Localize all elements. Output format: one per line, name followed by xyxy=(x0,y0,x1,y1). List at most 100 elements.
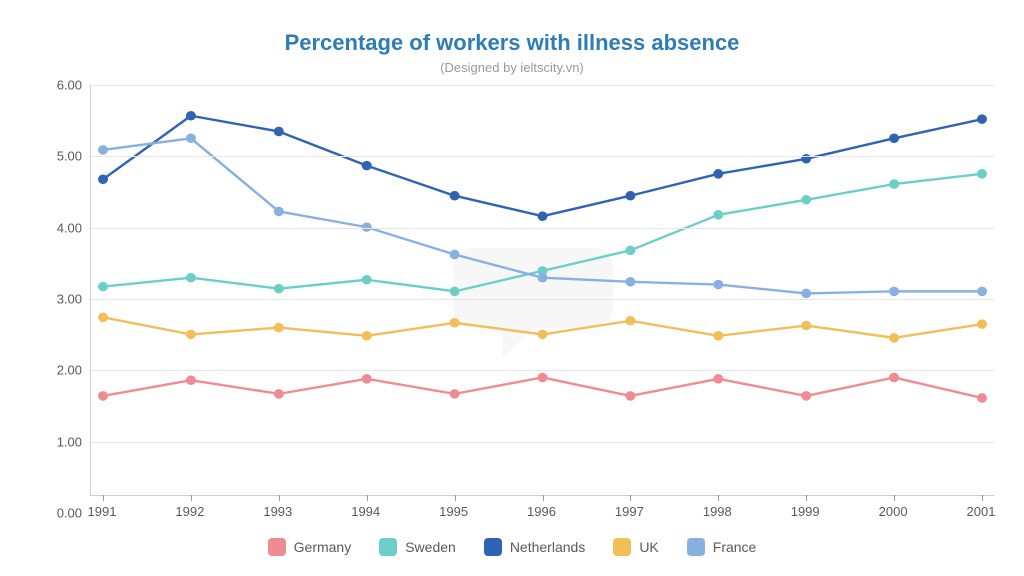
legend-label: Germany xyxy=(294,539,352,555)
series-marker-sweden xyxy=(625,246,635,256)
y-tick-label: 0.00 xyxy=(57,506,82,521)
series-marker-germany xyxy=(450,389,460,399)
series-marker-france xyxy=(713,280,723,290)
series-marker-netherlands xyxy=(98,175,108,185)
series-marker-france xyxy=(186,134,196,144)
y-tick-label: 2.00 xyxy=(57,363,82,378)
series-marker-france xyxy=(801,289,811,299)
series-marker-netherlands xyxy=(977,114,987,124)
legend-label: UK xyxy=(639,539,658,555)
y-tick-label: 4.00 xyxy=(57,220,82,235)
legend-label: Sweden xyxy=(405,539,456,555)
series-marker-netherlands xyxy=(186,111,196,121)
series-marker-uk xyxy=(538,330,548,340)
series-marker-netherlands xyxy=(538,211,548,221)
series-marker-germany xyxy=(538,373,548,383)
series-marker-germany xyxy=(186,375,196,385)
series-marker-germany xyxy=(362,374,372,384)
legend-label: France xyxy=(713,539,757,555)
line-series-svg xyxy=(91,85,994,495)
series-marker-france xyxy=(450,250,460,260)
chart-subtitle: (Designed by ieltscity.vn) xyxy=(30,60,994,75)
chart-title: Percentage of workers with illness absen… xyxy=(30,30,994,56)
legend-swatch xyxy=(379,538,397,556)
series-marker-uk xyxy=(625,316,635,326)
series-marker-germany xyxy=(625,391,635,401)
series-marker-france xyxy=(98,145,108,155)
series-marker-sweden xyxy=(98,282,108,292)
series-marker-france xyxy=(274,207,284,217)
legend-item-uk: UK xyxy=(613,538,658,556)
series-marker-netherlands xyxy=(362,161,372,171)
series-marker-uk xyxy=(98,313,108,323)
series-marker-france xyxy=(538,273,548,283)
legend-swatch xyxy=(484,538,502,556)
series-marker-sweden xyxy=(186,273,196,283)
grid-line xyxy=(91,228,994,229)
series-line-netherlands xyxy=(103,116,982,216)
series-marker-uk xyxy=(186,330,196,340)
legend-label: Netherlands xyxy=(510,539,586,555)
x-tick-label: 1991 xyxy=(88,504,117,519)
series-marker-netherlands xyxy=(274,127,284,137)
series-marker-france xyxy=(889,287,899,297)
x-tick-label: 1994 xyxy=(351,504,380,519)
x-tick-label: 1997 xyxy=(615,504,644,519)
x-tick-label: 1992 xyxy=(175,504,204,519)
series-marker-uk xyxy=(713,331,723,341)
chart-container: Percentage of workers with illness absen… xyxy=(0,0,1024,576)
series-marker-uk xyxy=(362,331,372,341)
y-axis: 0.001.002.003.004.005.006.00 xyxy=(30,85,90,496)
series-marker-germany xyxy=(801,391,811,401)
legend-item-netherlands: Netherlands xyxy=(484,538,586,556)
plot-area xyxy=(90,85,994,496)
x-axis: 1991 1992 1993 1994 1995 1996 1997 1998 1999 2000… xyxy=(90,496,994,524)
y-tick-label: 3.00 xyxy=(57,292,82,307)
series-marker-netherlands xyxy=(625,191,635,201)
series-marker-sweden xyxy=(713,210,723,220)
x-tick-label: 1996 xyxy=(527,504,556,519)
x-tick-label: 1995 xyxy=(439,504,468,519)
series-marker-uk xyxy=(977,319,987,329)
series-marker-sweden xyxy=(362,275,372,285)
legend-item-france: France xyxy=(687,538,757,556)
x-tick-label: 1993 xyxy=(263,504,292,519)
legend-swatch xyxy=(268,538,286,556)
title-block: Percentage of workers with illness absen… xyxy=(30,30,994,75)
legend-swatch xyxy=(687,538,705,556)
grid-line xyxy=(91,299,994,300)
series-marker-germany xyxy=(98,391,108,401)
series-marker-uk xyxy=(889,333,899,343)
grid-line xyxy=(91,442,994,443)
grid-line xyxy=(91,85,994,86)
x-tick-label: 2001 xyxy=(967,504,996,519)
x-tick-label: 2000 xyxy=(879,504,908,519)
series-marker-france xyxy=(625,277,635,287)
y-tick-label: 5.00 xyxy=(57,149,82,164)
series-marker-sweden xyxy=(450,287,460,297)
legend: Germany Sweden Netherlands UK France xyxy=(30,538,994,556)
series-marker-netherlands xyxy=(713,169,723,179)
y-tick-label: 1.00 xyxy=(57,434,82,449)
legend-item-germany: Germany xyxy=(268,538,352,556)
x-tick-label: 1998 xyxy=(703,504,732,519)
x-tick-label: 1999 xyxy=(791,504,820,519)
grid-line xyxy=(91,156,994,157)
series-marker-sweden xyxy=(977,169,987,179)
legend-swatch xyxy=(613,538,631,556)
y-tick-label: 6.00 xyxy=(57,78,82,93)
series-marker-uk xyxy=(801,321,811,331)
series-marker-sweden xyxy=(801,195,811,205)
series-marker-uk xyxy=(450,318,460,328)
series-marker-germany xyxy=(889,373,899,383)
series-marker-uk xyxy=(274,323,284,333)
series-marker-germany xyxy=(977,393,987,403)
series-marker-netherlands xyxy=(450,191,460,201)
series-marker-sweden xyxy=(889,179,899,189)
series-marker-france xyxy=(977,287,987,297)
series-marker-germany xyxy=(274,389,284,399)
series-marker-sweden xyxy=(274,284,284,294)
grid-line xyxy=(91,370,994,371)
series-marker-germany xyxy=(713,374,723,384)
series-marker-netherlands xyxy=(889,134,899,144)
